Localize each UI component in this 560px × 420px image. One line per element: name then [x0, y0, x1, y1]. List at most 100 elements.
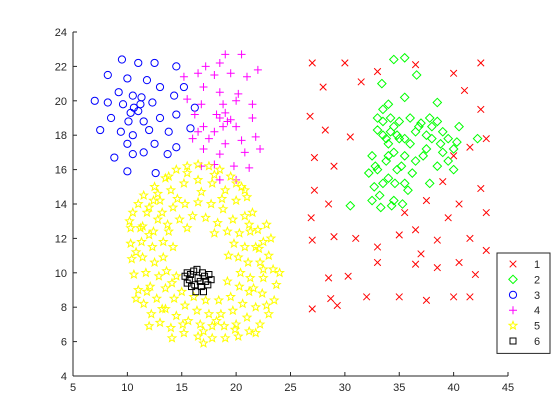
data-point — [455, 258, 463, 267]
data-point — [203, 308, 215, 319]
data-point — [432, 161, 443, 172]
data-point — [164, 127, 173, 136]
data-point — [205, 271, 213, 279]
data-point — [435, 138, 446, 149]
data-point — [197, 283, 205, 291]
data-point — [401, 208, 409, 217]
data-point — [237, 298, 248, 309]
data-point — [140, 267, 152, 278]
data-point — [179, 72, 188, 81]
data-point — [221, 50, 230, 59]
x-tick-label: 5 — [70, 382, 76, 394]
data-point — [244, 225, 256, 237]
data-point — [114, 88, 123, 97]
data-point — [234, 227, 245, 238]
data-point — [225, 291, 236, 302]
data-point — [192, 158, 204, 169]
data-point — [265, 232, 277, 243]
data-point — [399, 150, 410, 161]
data-point — [381, 133, 392, 144]
series-6 — [181, 265, 215, 296]
data-point — [151, 293, 163, 304]
data-point — [151, 168, 160, 178]
data-point — [432, 116, 443, 127]
data-point — [383, 150, 394, 161]
data-point — [378, 178, 388, 189]
legend-label: 4 — [534, 305, 540, 317]
data-point — [215, 114, 224, 122]
data-point — [235, 267, 246, 278]
data-point — [179, 299, 191, 311]
series-1 — [306, 59, 490, 313]
data-point — [424, 113, 435, 123]
data-point — [225, 170, 236, 182]
data-point — [344, 272, 352, 280]
data-point — [308, 59, 316, 67]
data-point — [163, 225, 175, 237]
data-point — [261, 299, 272, 311]
y-tick-label: 8 — [61, 302, 67, 314]
data-point — [234, 280, 245, 292]
data-point — [258, 236, 269, 247]
series-2 — [345, 52, 483, 213]
data-point — [254, 318, 266, 329]
legend-entry-5: 5 — [507, 320, 540, 333]
data-point — [482, 246, 490, 255]
data-point — [110, 153, 119, 162]
data-point — [243, 325, 255, 336]
data-point — [141, 286, 153, 297]
data-point — [383, 173, 394, 184]
data-point — [166, 332, 178, 343]
legend-label: 5 — [534, 321, 540, 333]
data-point — [125, 237, 136, 249]
data-point — [362, 293, 371, 301]
data-point — [411, 61, 420, 69]
data-point — [239, 184, 251, 195]
data-point — [395, 231, 403, 239]
data-point — [179, 82, 189, 92]
data-point — [181, 167, 193, 178]
data-point — [327, 294, 335, 303]
data-point — [399, 92, 410, 103]
data-point — [148, 194, 159, 206]
data-point — [455, 200, 463, 208]
data-point — [388, 147, 399, 158]
data-point — [132, 284, 144, 295]
data-point — [127, 207, 139, 218]
data-point — [96, 125, 105, 135]
data-point — [128, 131, 137, 140]
data-point — [172, 110, 181, 119]
y-tick-label: 22 — [55, 61, 67, 73]
data-point — [396, 161, 407, 172]
data-point — [245, 163, 254, 172]
data-point — [433, 263, 441, 272]
data-point — [250, 301, 262, 312]
data-point — [160, 172, 171, 183]
y-tick-label: 20 — [55, 96, 67, 108]
data-point — [200, 212, 211, 223]
data-point — [165, 184, 177, 195]
data-point — [149, 256, 160, 268]
data-point — [167, 201, 179, 212]
data-point — [417, 250, 425, 258]
data-point — [219, 184, 231, 195]
data-point — [389, 178, 400, 189]
data-point — [179, 198, 191, 209]
y-tick-label: 12 — [55, 233, 67, 245]
data-point — [251, 132, 260, 141]
x-tick-label: 20 — [230, 382, 242, 394]
data-point — [378, 104, 388, 115]
plot-marks — [90, 50, 490, 348]
data-point — [437, 147, 448, 158]
data-point — [198, 325, 209, 336]
axes-frame — [72, 32, 508, 377]
data-point — [228, 237, 240, 249]
y-axis: 4 6 8 10 12 14 16 18 20 22 24 — [55, 27, 77, 383]
data-point — [165, 322, 177, 333]
data-point — [163, 150, 172, 159]
data-point — [215, 175, 224, 184]
data-point — [346, 133, 354, 141]
data-point — [203, 160, 215, 171]
data-point — [216, 193, 228, 204]
data-point — [130, 293, 142, 304]
